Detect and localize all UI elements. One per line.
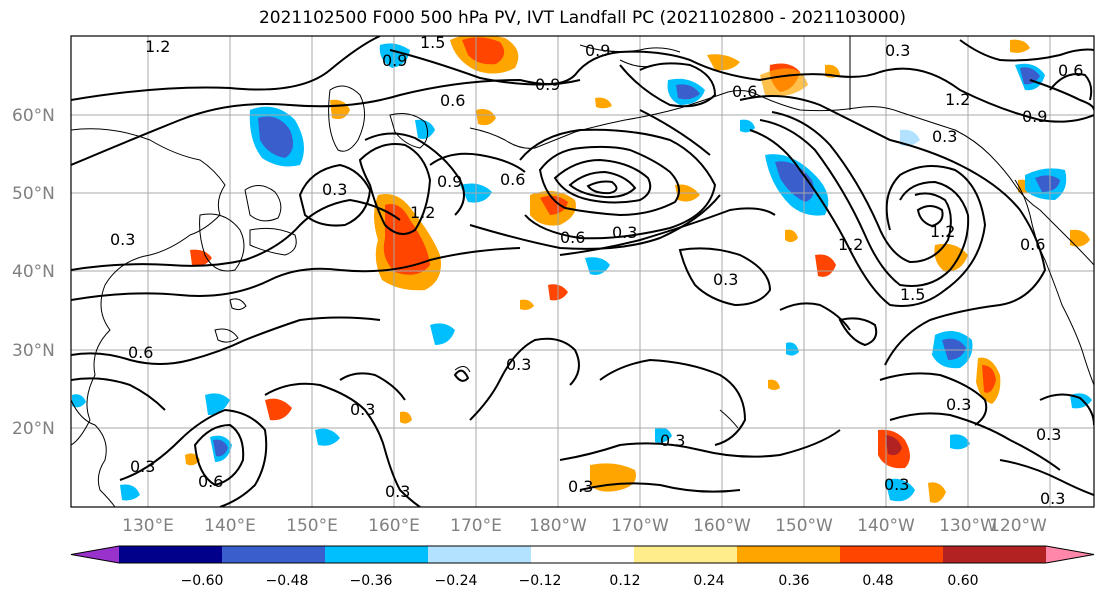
colorbar-segment <box>943 546 1047 563</box>
contour-label: 0.9 <box>585 41 610 60</box>
lat-label: 20°N <box>12 419 55 439</box>
contour-label: 0.3 <box>884 475 909 494</box>
contour-label: 0.3 <box>568 477 593 496</box>
contour-label: 0.3 <box>130 457 155 476</box>
colorbar-tick-label: −0.60 <box>181 573 224 589</box>
colorbar-tick-label: 0.36 <box>778 573 809 589</box>
map-title: 2021102500 F000 500 hPa PV, IVT Landfall… <box>258 8 906 28</box>
contour-label: 0.6 <box>1058 61 1083 80</box>
colorbar-segment <box>119 546 223 563</box>
contour-label: 0.9 <box>382 51 407 70</box>
longitude-labels: 130°E 140°E 150°E 160°E 170°E 180°W 170°… <box>122 516 1047 536</box>
contour-label: 1.2 <box>838 235 863 254</box>
colorbar-segment <box>222 546 326 563</box>
lat-label: 60°N <box>12 106 55 126</box>
contour-label: 0.3 <box>713 270 738 289</box>
lon-label: 140°W <box>857 516 915 536</box>
lat-label: 50°N <box>12 184 55 204</box>
lon-label: 130°W <box>939 516 997 536</box>
shade-negative <box>72 43 1092 502</box>
colorbar-tick-label: −0.12 <box>519 573 562 589</box>
colorbar-segment <box>634 546 738 563</box>
contour-label: 0.3 <box>350 400 375 419</box>
colorbar-segment <box>325 546 429 563</box>
lon-label: 150°W <box>775 516 833 536</box>
contour-label: 0.3 <box>322 180 347 199</box>
colorbar-tick-labels: −0.60 −0.48 −0.36 −0.24 −0.12 0.12 0.24 … <box>181 573 979 589</box>
contour-label: 0.9 <box>535 75 560 94</box>
contour-label: 0.3 <box>385 482 410 501</box>
contour-label: 1.5 <box>900 285 925 304</box>
contour-label: 0.3 <box>932 127 957 146</box>
shade-positive <box>185 36 1090 503</box>
lon-label: 140°E <box>204 516 256 536</box>
latitude-labels: 60°N 50°N 40°N 30°N 20°N <box>12 106 55 439</box>
colorbar-tick-label: −0.48 <box>266 573 309 589</box>
contour-label: 0.3 <box>506 355 531 374</box>
contour-label: 0.6 <box>732 82 757 101</box>
colorbar-segment <box>840 546 944 563</box>
contour-label: 0.6 <box>198 472 223 491</box>
contour-label: 0.3 <box>612 223 637 242</box>
lon-label: 180°W <box>529 516 587 536</box>
contour-label: 0.6 <box>500 170 525 189</box>
contour-label: 0.6 <box>128 343 153 362</box>
lon-label: 170°W <box>611 516 669 536</box>
ivt-contours <box>71 36 1094 507</box>
colorbar-extend-max <box>1046 546 1094 563</box>
map-frame <box>70 35 1095 508</box>
colorbar-tick-label: 0.48 <box>862 573 893 589</box>
contour-label: 1.2 <box>145 37 170 56</box>
lon-label: 160°W <box>693 516 751 536</box>
colorbar-tick-label: 0.24 <box>693 573 724 589</box>
pv-shading <box>72 36 1092 503</box>
contour-label: 1.5 <box>420 33 445 52</box>
contour-label: 1.2 <box>410 203 435 222</box>
colorbar-outline <box>70 545 1095 564</box>
contour-label: 1.2 <box>945 90 970 109</box>
colorbar-tick-label: −0.36 <box>350 573 393 589</box>
colorbar-tick-label: 0.60 <box>947 573 978 589</box>
lat-label: 40°N <box>12 262 55 282</box>
contour-label: 0.3 <box>1040 489 1065 508</box>
contour-label: 0.3 <box>885 41 910 60</box>
colorbar-segment <box>428 546 532 563</box>
contour-label: 0.6 <box>1020 235 1045 254</box>
contour-label: 1.2 <box>930 222 955 241</box>
contour-label: 0.6 <box>560 228 585 247</box>
colorbar-segment <box>531 546 635 563</box>
colorbar-tick-label: −0.24 <box>435 573 478 589</box>
coastlines <box>71 36 1094 507</box>
contour-label: 0.9 <box>437 172 462 191</box>
colorbar <box>70 545 1095 564</box>
contour-label: 0.3 <box>946 395 971 414</box>
lat-label: 30°N <box>12 341 55 361</box>
contour-label: 0.3 <box>110 230 135 249</box>
colorbar-extend-min <box>71 546 119 563</box>
lon-label: 170°E <box>450 516 502 536</box>
contour-label: 0.3 <box>660 431 685 450</box>
lon-label: 130°E <box>122 516 174 536</box>
lon-label: 160°E <box>368 516 420 536</box>
lon-label: 150°E <box>286 516 338 536</box>
lon-label: 120°W <box>989 516 1047 536</box>
contour-label: 0.9 <box>1022 107 1047 126</box>
colorbar-segment <box>737 546 841 563</box>
contour-label: 0.6 <box>440 91 465 110</box>
colorbar-tick-label: 0.12 <box>609 573 640 589</box>
contour-label: 0.3 <box>1036 425 1061 444</box>
contour-labels: 1.2 1.5 0.9 0.3 0.6 0.6 1.2 0.9 0.6 0.9 … <box>110 33 1083 508</box>
